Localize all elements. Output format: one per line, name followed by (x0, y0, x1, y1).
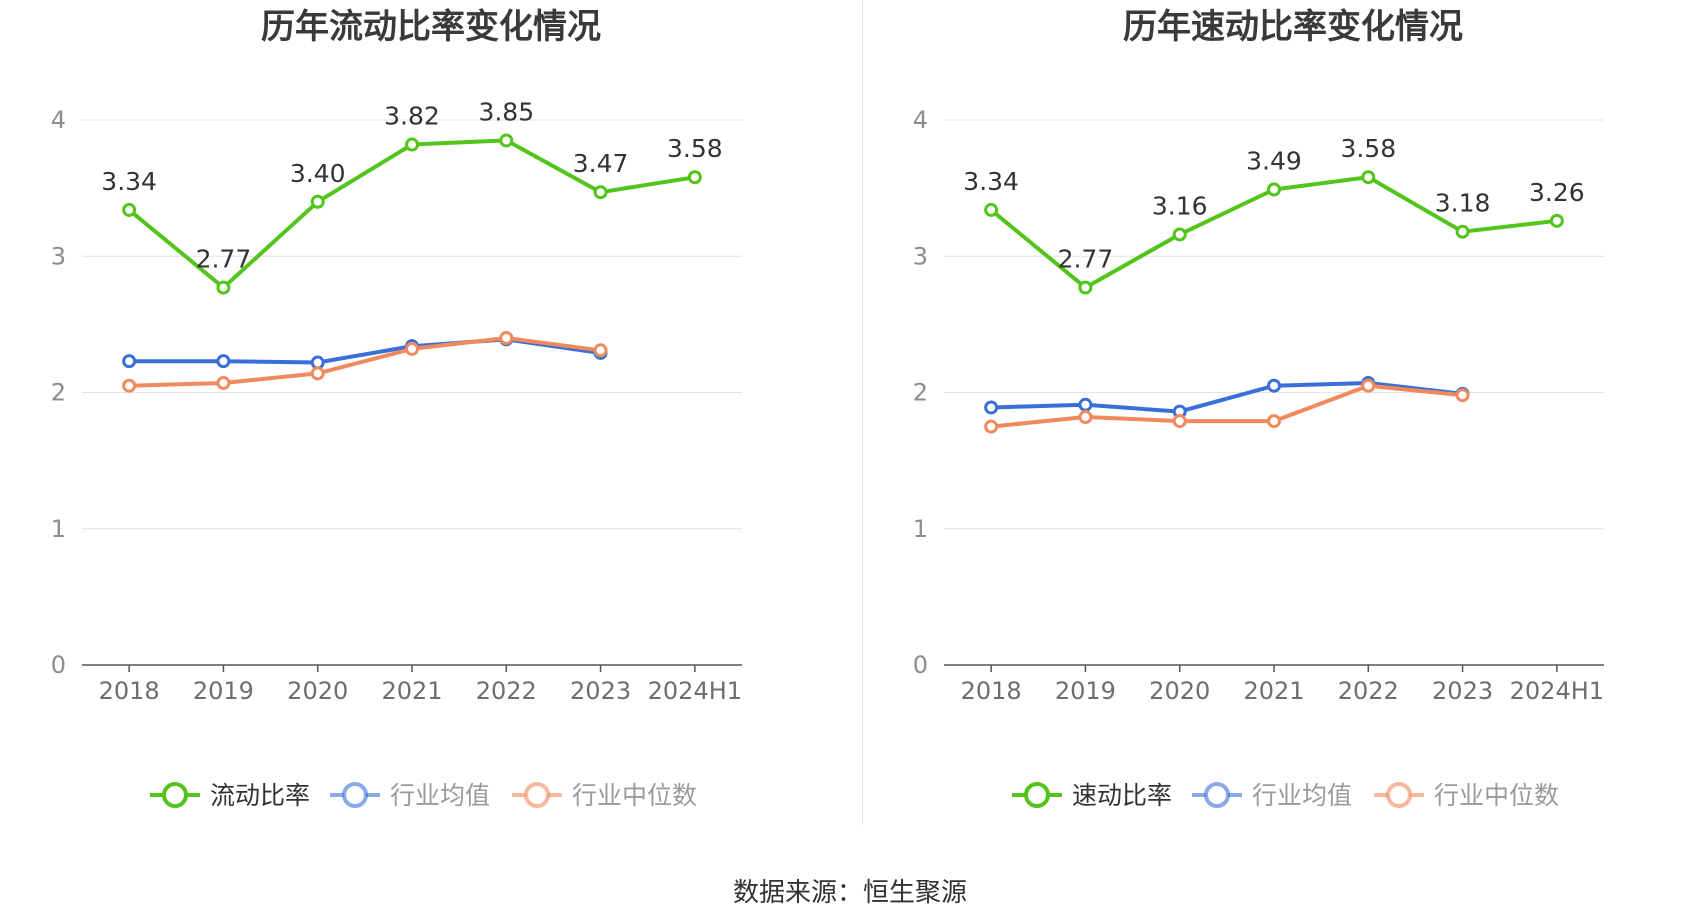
data-point (1078, 397, 1093, 412)
data-label: 3.47 (573, 149, 629, 178)
data-point (310, 355, 325, 370)
data-label: 3.18 (1435, 189, 1491, 218)
data-point (687, 170, 702, 185)
data-point (1455, 388, 1470, 403)
data-point (984, 202, 999, 217)
data-point (1078, 410, 1093, 425)
data-point (310, 194, 325, 209)
data-source-note: 数据来源：恒生聚源 (732, 878, 967, 908)
data-point (1267, 378, 1281, 393)
legend-label: 行业均值 (390, 781, 490, 810)
data-point (122, 202, 137, 217)
data-point (1455, 224, 1470, 239)
data-point (593, 185, 608, 200)
legend-marker (342, 782, 368, 808)
data-point (405, 341, 419, 356)
data-label: 3.58 (1340, 134, 1396, 163)
series-line (129, 336, 601, 388)
data-point (1361, 378, 1376, 393)
data-point (593, 343, 608, 358)
legend-label: 行业中位数 (572, 781, 697, 810)
data-point (984, 419, 999, 434)
data-label: 3.58 (667, 134, 723, 163)
data-point (216, 280, 231, 295)
data-point (499, 331, 514, 345)
data-point (405, 137, 419, 152)
legend-marker (524, 782, 550, 808)
data-label: 3.34 (963, 167, 1019, 196)
data-point (1267, 414, 1281, 429)
y-tick-label: 3 (913, 242, 928, 270)
x-tick-label: 2018 (961, 677, 1022, 705)
series-line (990, 383, 1463, 429)
x-tick-label: 2021 (381, 677, 442, 705)
data-label: 3.26 (1529, 178, 1585, 207)
x-tick-label: 2019 (1055, 677, 1116, 705)
series-line (991, 381, 1463, 414)
data-point (122, 378, 137, 393)
legend-marker (1204, 782, 1230, 808)
x-tick-label: 2022 (1338, 677, 1399, 705)
y-tick-label: 4 (913, 106, 928, 134)
data-label: 2.77 (1058, 245, 1114, 274)
data-label: 3.34 (101, 167, 157, 196)
legend-label: 行业中位数 (1434, 781, 1559, 810)
legend-marker (162, 782, 188, 808)
chart-title: 历年流动比率变化情况 (261, 7, 601, 47)
x-tick-label: 2023 (1432, 677, 1493, 705)
panel-divider (862, 0, 863, 825)
legend-label: 流动比率 (210, 781, 310, 810)
data-point (1549, 213, 1564, 228)
data-label: 3.16 (1152, 191, 1208, 220)
y-tick-label: 1 (51, 515, 66, 543)
data-point (1361, 170, 1376, 185)
data-label: 3.40 (290, 159, 346, 188)
x-tick-label: 2021 (1243, 677, 1304, 705)
quick-ratio-chart: 历年速动比率变化情况 0 1 2 3 4 2018 2019 2020 2021 2022 2023 2… (913, 7, 1604, 810)
data-point (310, 366, 325, 381)
x-tick-label: 2024H1 (648, 677, 742, 705)
y-tick-label: 3 (51, 242, 66, 270)
y-tick-label: 0 (913, 651, 928, 679)
chart-title: 历年速动比率变化情况 (1123, 7, 1463, 47)
data-point (984, 400, 999, 415)
y-tick-label: 2 (913, 379, 928, 407)
y-tick-label: 2 (51, 379, 66, 407)
data-label: 3.82 (384, 102, 440, 131)
x-tick-label: 2023 (570, 677, 631, 705)
x-tick-label: 2024H1 (1510, 677, 1604, 705)
y-tick-label: 1 (913, 515, 928, 543)
y-tick-label: 0 (51, 651, 66, 679)
data-point (1267, 182, 1281, 197)
x-tick-label: 2020 (287, 677, 348, 705)
data-point (1078, 280, 1093, 295)
data-label: 3.85 (478, 97, 534, 126)
data-label: 3.49 (1246, 146, 1302, 175)
legend-marker (1024, 782, 1050, 808)
x-tick-label: 2022 (476, 677, 537, 705)
data-point (216, 354, 231, 369)
y-tick-label: 4 (51, 106, 66, 134)
data-point (499, 133, 514, 148)
legend-label: 速动比率 (1072, 781, 1172, 810)
current-ratio-chart: 历年流动比率变化情况 0 1 2 3 4 2018 2019 2020 2021 2022 2023 2… (51, 7, 742, 810)
data-label: 2.77 (196, 245, 252, 274)
legend-marker (1386, 782, 1412, 808)
data-point (1172, 414, 1187, 429)
x-tick-label: 2018 (99, 677, 160, 705)
data-point (122, 354, 137, 369)
x-tick-label: 2019 (193, 677, 254, 705)
x-tick-label: 2020 (1149, 677, 1210, 705)
legend-label: 行业均值 (1252, 781, 1352, 810)
data-point (216, 375, 231, 390)
data-point (1172, 227, 1187, 242)
